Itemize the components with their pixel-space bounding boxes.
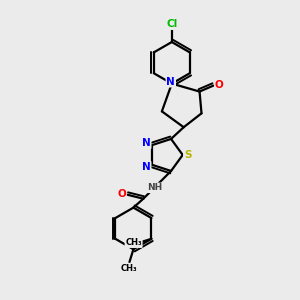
Text: N: N	[167, 76, 175, 87]
Text: S: S	[184, 150, 191, 160]
Text: CH₃: CH₃	[125, 238, 142, 247]
Text: N: N	[142, 162, 151, 172]
Text: Cl: Cl	[166, 19, 177, 29]
Text: CH₃: CH₃	[120, 264, 137, 273]
Text: N: N	[142, 138, 151, 148]
Text: O: O	[215, 80, 224, 90]
Text: NH: NH	[148, 183, 163, 192]
Text: O: O	[117, 189, 126, 199]
